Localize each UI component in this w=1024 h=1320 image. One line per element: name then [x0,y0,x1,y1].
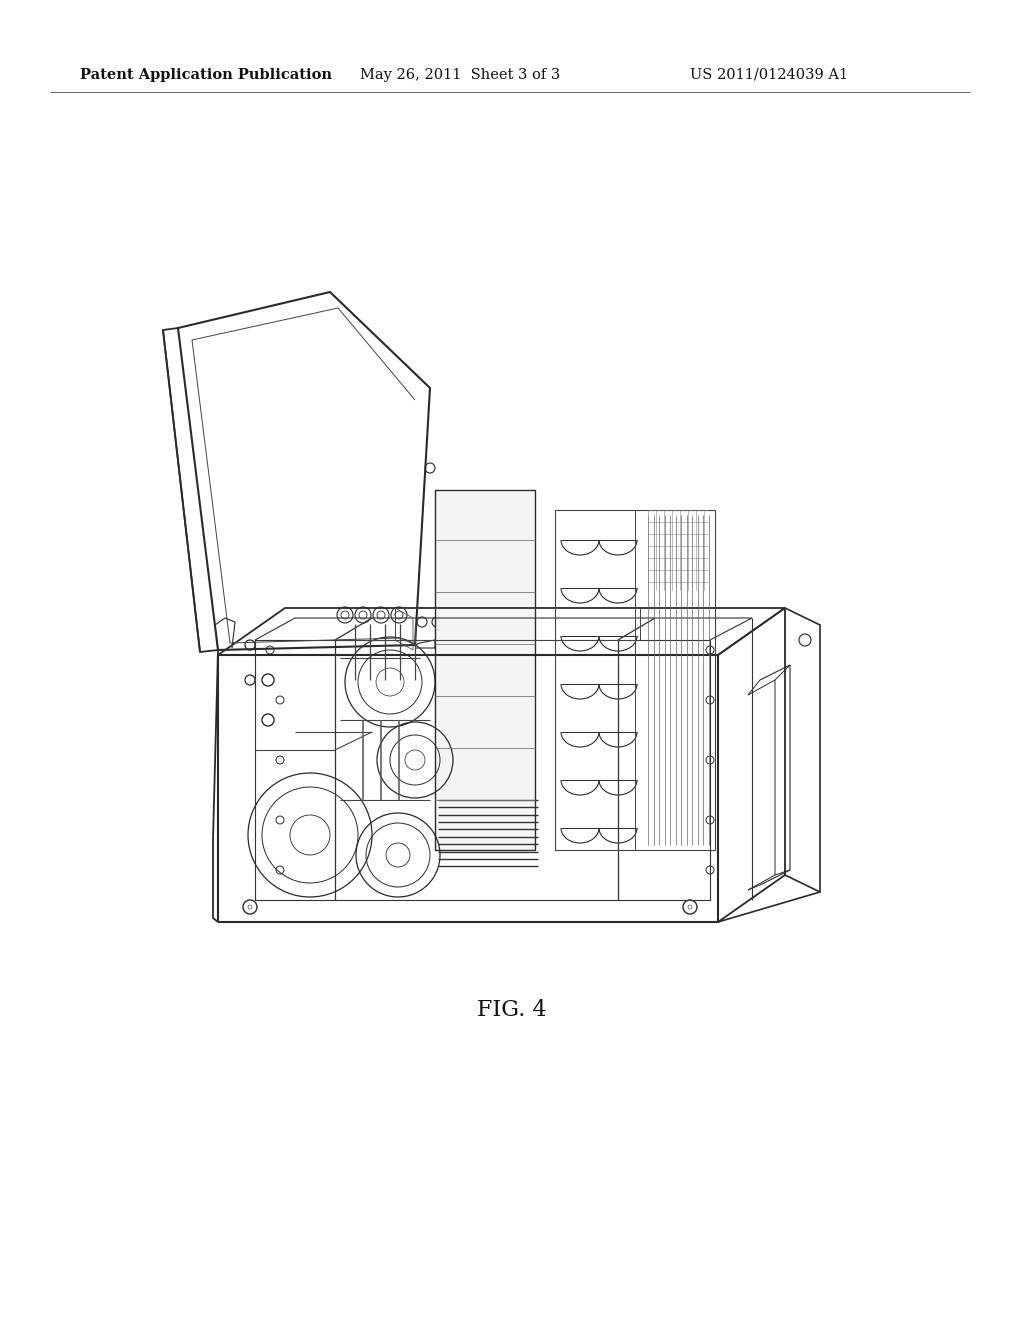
Bar [435,490,535,850]
Text: Patent Application Publication: Patent Application Publication [80,69,332,82]
Text: May 26, 2011  Sheet 3 of 3: May 26, 2011 Sheet 3 of 3 [360,69,560,82]
Bar [449,616,476,628]
Text: US 2011/0124039 A1: US 2011/0124039 A1 [690,69,848,82]
Text: FIG. 4: FIG. 4 [477,999,547,1020]
